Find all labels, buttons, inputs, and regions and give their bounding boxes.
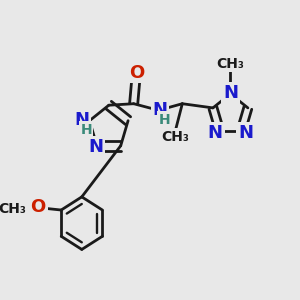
- Text: N: N: [208, 124, 223, 142]
- Text: H: H: [80, 123, 92, 136]
- Text: N: N: [152, 101, 167, 119]
- Text: N: N: [88, 138, 103, 156]
- Text: CH₃: CH₃: [162, 130, 190, 144]
- Text: CH₃: CH₃: [217, 57, 244, 71]
- Text: O: O: [31, 198, 46, 216]
- Text: O: O: [129, 64, 144, 82]
- Text: CH₃: CH₃: [0, 202, 26, 216]
- Text: N: N: [74, 111, 89, 129]
- Text: N: N: [238, 124, 253, 142]
- Text: H: H: [159, 113, 170, 127]
- Text: N: N: [223, 84, 238, 102]
